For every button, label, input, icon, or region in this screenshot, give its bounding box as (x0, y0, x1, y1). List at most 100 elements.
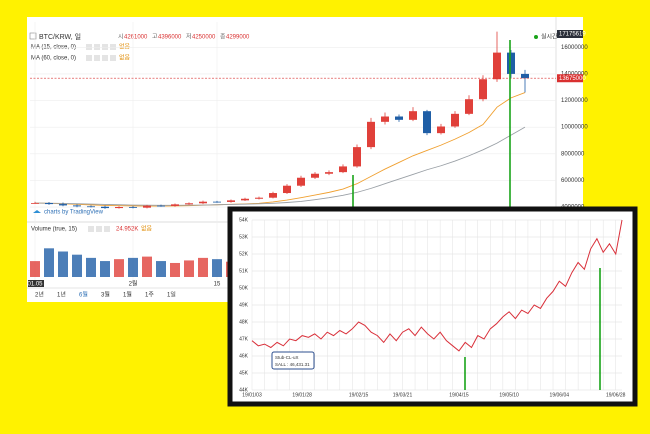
candle-body (171, 204, 179, 206)
indicator-button[interactable] (110, 55, 116, 61)
candle-body (381, 116, 389, 122)
price-line (251, 219, 623, 352)
volume-value: 24.952K (116, 227, 138, 233)
indicator-button[interactable] (88, 226, 94, 232)
x-tick-label: 19/06/04 (550, 392, 570, 398)
y-tick-label: 53K (239, 234, 249, 240)
tv-logo (33, 210, 41, 213)
candle-body (367, 121, 375, 148)
range-button[interactable]: 1년 (57, 291, 66, 299)
candle-body (199, 201, 207, 204)
candle-body (129, 207, 137, 208)
candle-body (311, 173, 319, 178)
live-dot (534, 35, 538, 39)
range-button[interactable]: 1주 (145, 292, 154, 299)
indicator-state: 없음 (119, 43, 131, 51)
volume-bar (198, 257, 208, 277)
x-tick-label: 19/03/21 (393, 392, 413, 398)
indicator-button[interactable] (104, 226, 110, 232)
indicator-state: 없음 (119, 54, 131, 62)
x-tick-label: 19/01/28 (292, 392, 312, 398)
ohlc-label: 시 (118, 34, 124, 41)
price-tick-label: 8000000 (561, 151, 585, 157)
y-tick-label: 44K (239, 387, 249, 393)
range-button[interactable]: 3월 (101, 291, 110, 299)
candle-body (493, 52, 501, 80)
price-tick-label: 16000000 (561, 45, 588, 51)
range-button[interactable]: 1월 (123, 291, 132, 299)
watermark: charts by TradingView (44, 210, 104, 216)
candle-body (423, 111, 431, 134)
volume-bar (170, 262, 180, 277)
candle-body (255, 197, 263, 199)
y-tick-label: 46K (239, 353, 249, 359)
symbol-title: BTC/KRW, 일 (39, 32, 81, 41)
ma-line (34, 126, 526, 206)
x-tick-label: 2월 (129, 280, 138, 288)
inset-frame (227, 206, 638, 407)
tooltip (271, 351, 315, 370)
x-tick-label: 19/05/10 (499, 392, 519, 398)
volume-bar (212, 259, 222, 277)
volume-bar (44, 248, 54, 277)
x-tick-label: 19/04/15 (449, 392, 469, 398)
candle-body (339, 166, 347, 173)
last-price-label: 13675000 (559, 76, 586, 82)
indicator-button[interactable] (102, 55, 108, 61)
candle-body (325, 172, 333, 174)
candle-body (73, 205, 81, 207)
ohlc-value: 4250000 (192, 35, 216, 41)
candle-body (157, 205, 165, 207)
high-price-box (557, 30, 583, 38)
ohlc-label: 저 (186, 33, 192, 41)
volume-name: Volume (true, 15) (31, 227, 77, 233)
date-box (28, 280, 44, 287)
indicator-button[interactable] (86, 55, 92, 61)
candle-body (227, 200, 235, 202)
indicator-button[interactable] (94, 55, 100, 61)
candle-body (185, 203, 193, 205)
candle-body (87, 206, 95, 208)
y-tick-label: 47K (239, 336, 249, 342)
candle-body (451, 113, 459, 127)
y-tick-label: 49K (239, 302, 249, 308)
ohlc-value: 4299000 (226, 35, 250, 41)
candle-body (283, 185, 291, 194)
indicator-button[interactable] (96, 226, 102, 232)
volume-bar (72, 254, 82, 277)
range-button[interactable]: 1일 (167, 291, 176, 299)
range-button[interactable]: 6월 (79, 291, 88, 299)
indicator-state: 없음 (141, 225, 153, 233)
y-tick-label: 54K (239, 217, 249, 223)
candle-body (59, 204, 67, 206)
volume-bar (58, 251, 68, 277)
price-tick-label: 10000000 (561, 125, 588, 131)
x-tick-label: 01.05 (27, 282, 43, 288)
tooltip-value: SALL : 46,431.31 (275, 362, 310, 367)
volume-bar (156, 261, 166, 277)
candle-body (269, 193, 277, 198)
y-tick-label: 51K (239, 268, 249, 274)
ohlc-value: 4396000 (158, 35, 182, 41)
volume-bar (114, 259, 124, 277)
range-button[interactable]: 2년 (35, 291, 44, 299)
candle-body (45, 203, 53, 205)
candle-body (101, 206, 109, 209)
candle-body (213, 201, 221, 203)
candle-body (143, 205, 151, 208)
ma-line (34, 92, 526, 207)
x-tick-label: 19/02/15 (349, 392, 369, 398)
y-tick-label: 45K (239, 370, 249, 376)
volume-bar (30, 261, 40, 277)
volume-bar (86, 257, 96, 277)
ohlc-label: 종 (220, 34, 226, 41)
volume-bar (100, 261, 110, 277)
candle-body (507, 52, 515, 74)
last-price-box (557, 74, 583, 83)
y-tick-label: 50K (239, 285, 249, 291)
volume-bar (184, 260, 194, 277)
y-tick-label: 52K (239, 251, 249, 257)
candle-body (297, 177, 305, 186)
candle-body (521, 73, 529, 79)
